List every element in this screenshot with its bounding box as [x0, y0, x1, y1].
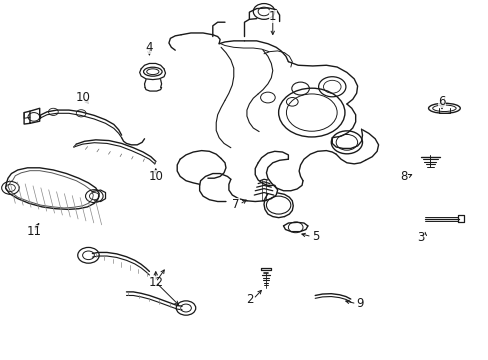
- Text: 8: 8: [400, 170, 407, 183]
- Text: 6: 6: [437, 95, 445, 108]
- Text: 7: 7: [232, 198, 239, 211]
- Text: 5: 5: [311, 230, 319, 243]
- Text: 11: 11: [26, 225, 41, 238]
- Text: 1: 1: [268, 10, 276, 23]
- Text: 10: 10: [148, 170, 163, 183]
- Text: 9: 9: [356, 297, 364, 310]
- Text: 3: 3: [417, 231, 424, 244]
- Text: 10: 10: [76, 91, 91, 104]
- Text: 2: 2: [245, 293, 253, 306]
- Text: 12: 12: [148, 276, 163, 289]
- Text: 4: 4: [145, 41, 153, 54]
